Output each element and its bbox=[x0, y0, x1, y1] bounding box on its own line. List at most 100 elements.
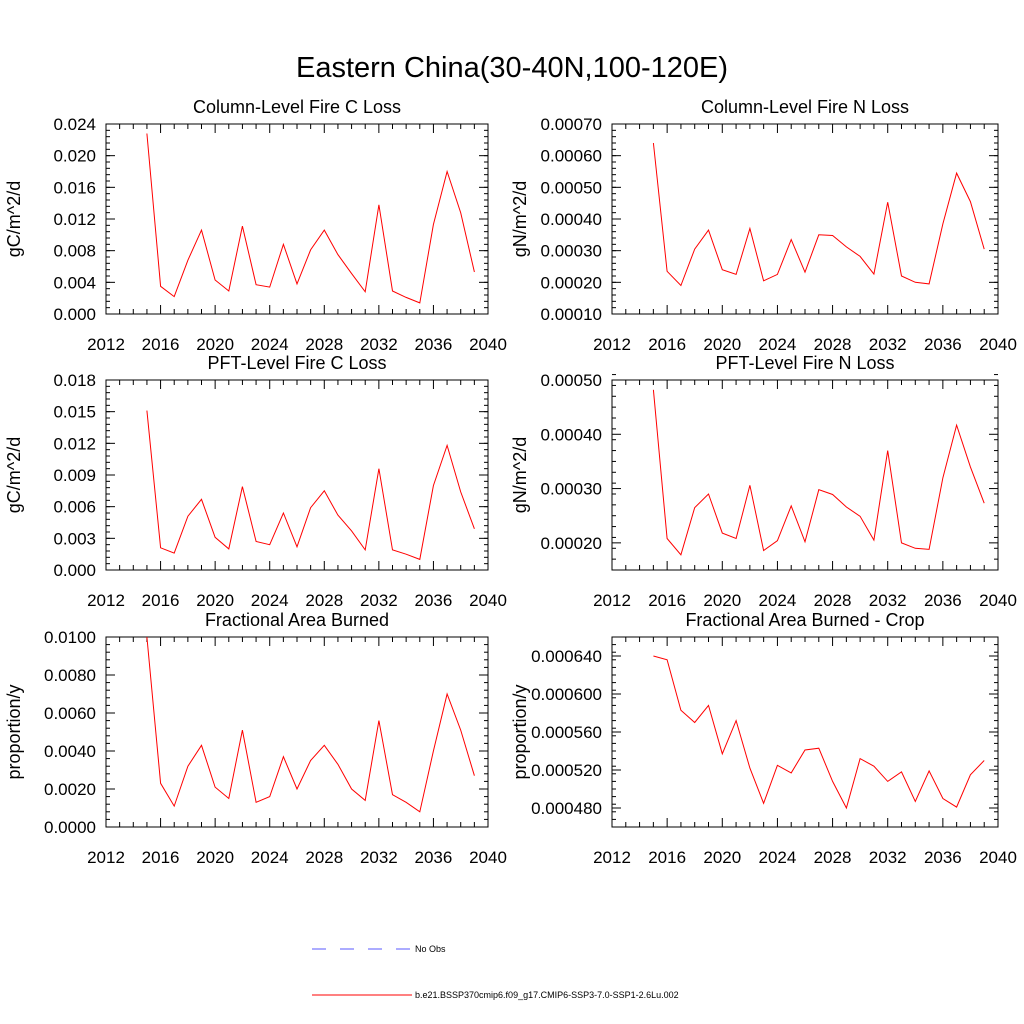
y-tick-label: 0.009 bbox=[53, 466, 96, 485]
x-tick-label: 2032 bbox=[869, 335, 907, 354]
x-tick-label: 2020 bbox=[196, 591, 234, 610]
y-tick-label: 0.012 bbox=[53, 434, 96, 453]
x-tick-label: 2020 bbox=[703, 591, 741, 610]
x-tick-label: 2036 bbox=[415, 591, 453, 610]
x-tick-label: 2028 bbox=[814, 848, 852, 867]
y-tick-label: 0.000520 bbox=[531, 761, 602, 780]
x-tick-label: 2032 bbox=[360, 335, 398, 354]
x-tick-label: 2036 bbox=[415, 848, 453, 867]
x-tick-label: 2012 bbox=[87, 591, 125, 610]
series-line-model bbox=[146, 133, 475, 304]
y-axis-label: gN/m^2/d bbox=[510, 181, 530, 257]
panel-title: Column-Level Fire C Loss bbox=[193, 97, 401, 117]
panel-fractional-area-burned-crop: Fractional Area Burned - Crop proportion/… bbox=[510, 610, 1017, 867]
y-tick-label: 0.00020 bbox=[541, 534, 602, 553]
x-tick-label: 2024 bbox=[251, 335, 289, 354]
y-tick-label: 0.003 bbox=[53, 529, 96, 548]
x-tick-label: 2020 bbox=[703, 335, 741, 354]
panel-title: PFT-Level Fire C Loss bbox=[207, 353, 386, 373]
x-tick-label: 2040 bbox=[469, 335, 507, 354]
y-tick-label: 0.000640 bbox=[531, 647, 602, 666]
x-tick-label: 2036 bbox=[924, 848, 962, 867]
x-tick-label: 2016 bbox=[648, 848, 686, 867]
x-tick-label: 2016 bbox=[142, 591, 180, 610]
legend-label-obs: No Obs bbox=[415, 944, 446, 954]
x-tick-label: 2032 bbox=[869, 848, 907, 867]
series-line-model bbox=[653, 655, 985, 810]
x-tick-label: 2020 bbox=[196, 335, 234, 354]
x-tick-label: 2032 bbox=[360, 591, 398, 610]
y-axis-label: proportion/y bbox=[510, 684, 530, 779]
series-line-model bbox=[146, 410, 475, 561]
x-tick-label: 2028 bbox=[305, 848, 343, 867]
y-tick-label: 0.0060 bbox=[44, 704, 96, 723]
y-tick-label: 0.00060 bbox=[541, 147, 602, 166]
x-tick-label: 2016 bbox=[142, 335, 180, 354]
y-tick-label: 0.0020 bbox=[44, 780, 96, 799]
y-tick-label: 0.000 bbox=[53, 561, 96, 580]
y-tick-label: 0.0040 bbox=[44, 742, 96, 761]
x-tick-label: 2040 bbox=[979, 848, 1017, 867]
y-tick-label: 0.00050 bbox=[541, 371, 602, 390]
y-axis-label: proportion/y bbox=[4, 684, 24, 779]
x-tick-label: 2040 bbox=[979, 335, 1017, 354]
y-tick-label: 0.00010 bbox=[541, 305, 602, 324]
y-tick-label: 0.0100 bbox=[44, 628, 96, 647]
panel-title: Fractional Area Burned bbox=[205, 610, 389, 630]
panel-fractional-area-burned: Fractional Area Burned proportion/y 2012 20… bbox=[4, 610, 507, 867]
y-tick-label: 0.0000 bbox=[44, 818, 96, 837]
x-tick-label: 2040 bbox=[469, 848, 507, 867]
x-tick-label: 2040 bbox=[469, 591, 507, 610]
y-tick-label: 0.000480 bbox=[531, 799, 602, 818]
y-tick-label: 0.00070 bbox=[541, 115, 602, 134]
y-tick-label: 0.004 bbox=[53, 273, 96, 292]
y-tick-label: 0.00030 bbox=[541, 242, 602, 261]
y-tick-label: 0.00020 bbox=[541, 273, 602, 292]
panel-pft-level-fire-c-loss: PFT-Level Fire C Loss gC/m^2/d 2012 2016 202… bbox=[4, 353, 507, 610]
series-line-model bbox=[652, 142, 985, 287]
series-line-model bbox=[146, 636, 475, 813]
x-tick-label: 2024 bbox=[759, 848, 797, 867]
x-tick-label: 2016 bbox=[142, 848, 180, 867]
x-tick-label: 2016 bbox=[648, 591, 686, 610]
y-tick-label: 0.000 bbox=[53, 305, 96, 324]
x-tick-label: 2020 bbox=[703, 848, 741, 867]
y-axis-label: gC/m^2/d bbox=[4, 181, 24, 257]
x-tick-label: 2028 bbox=[814, 335, 852, 354]
x-tick-label: 2024 bbox=[251, 848, 289, 867]
y-tick-label: 0.0080 bbox=[44, 666, 96, 685]
panel-column-level-fire-c-loss: Column-Level Fire C Loss gC/m^2/d 2012 2016… bbox=[4, 97, 507, 354]
y-tick-label: 0.006 bbox=[53, 498, 96, 517]
panel-title: Fractional Area Burned - Crop bbox=[685, 610, 924, 630]
x-tick-label: 2012 bbox=[593, 591, 631, 610]
x-tick-label: 2024 bbox=[759, 335, 797, 354]
y-tick-label: 0.000600 bbox=[531, 685, 602, 704]
y-tick-label: 0.016 bbox=[53, 178, 96, 197]
y-tick-label: 0.015 bbox=[53, 403, 96, 422]
x-tick-label: 2012 bbox=[593, 335, 631, 354]
legend-label-model: b.e21.BSSP370cmip6.f09_g17.CMIP6-SSP3-7.… bbox=[415, 990, 679, 1000]
x-tick-label: 2028 bbox=[305, 591, 343, 610]
y-tick-label: 0.024 bbox=[53, 115, 96, 134]
x-tick-label: 2012 bbox=[87, 848, 125, 867]
panel-title: Column-Level Fire N Loss bbox=[701, 97, 909, 117]
x-tick-label: 2012 bbox=[87, 335, 125, 354]
x-tick-label: 2036 bbox=[924, 591, 962, 610]
x-tick-label: 2036 bbox=[415, 335, 453, 354]
x-tick-label: 2024 bbox=[251, 591, 289, 610]
x-tick-label: 2032 bbox=[360, 848, 398, 867]
y-tick-label: 0.018 bbox=[53, 371, 96, 390]
y-tick-label: 0.000560 bbox=[531, 723, 602, 742]
y-axis-label: gN/m^2/d bbox=[510, 437, 530, 513]
series-line-model bbox=[652, 389, 985, 556]
x-tick-label: 2024 bbox=[759, 591, 797, 610]
x-tick-label: 2028 bbox=[814, 591, 852, 610]
panel-column-level-fire-n-loss: Column-Level Fire N Loss gN/m^2/d 2012 2016… bbox=[510, 97, 1017, 354]
y-tick-label: 0.008 bbox=[53, 242, 96, 261]
x-tick-label: 2012 bbox=[593, 848, 631, 867]
x-tick-label: 2016 bbox=[648, 335, 686, 354]
y-tick-label: 0.00040 bbox=[541, 425, 602, 444]
y-tick-label: 0.020 bbox=[53, 147, 96, 166]
panels: Column-Level Fire C Loss gC/m^2/d 2012 2016… bbox=[4, 97, 1017, 867]
